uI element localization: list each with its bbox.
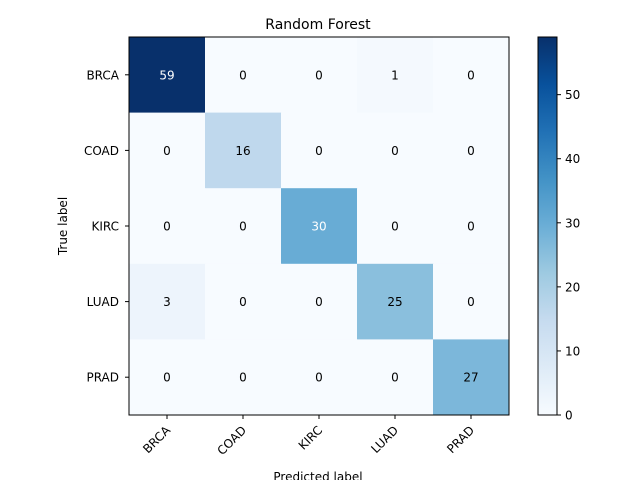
cell-value-label: 25 [387, 295, 402, 309]
heatmap-cell [357, 263, 434, 340]
heatmap-cell-labels: 59 0 0 1 00 16 0 0 00 0 30 0 03 0 0 25 00 0 0 0 27 [159, 68, 478, 384]
heatmap-cell [433, 188, 510, 265]
heatmap-cell [129, 263, 206, 340]
heatmap-cell [281, 37, 358, 114]
y-axis-ticks: BRCA COAD KIRC LUAD PRAD [84, 68, 129, 385]
cell-value-label: 0 [239, 295, 247, 309]
heatmap-cell [281, 112, 358, 189]
heatmap-cell [357, 112, 434, 189]
heatmap-cell [433, 37, 510, 114]
heatmap-cell [205, 188, 282, 265]
chart-title: Random Forest [265, 17, 371, 33]
cell-value-label: 30 [311, 220, 326, 234]
cell-value-label: 0 [391, 371, 399, 385]
y-tick-label: COAD [84, 144, 119, 158]
x-tick-label: PRAD [444, 423, 477, 456]
heatmap-cell [281, 339, 358, 416]
colorbar-tick-label: 20 [565, 280, 580, 294]
cell-value-label: 59 [159, 68, 174, 82]
cell-value-label: 0 [391, 144, 399, 158]
heatmap-cell [433, 263, 510, 340]
cell-value-label: 0 [239, 220, 247, 234]
y-tick-label: LUAD [87, 295, 119, 309]
cell-value-label: 3 [163, 295, 171, 309]
heatmap-cell [129, 339, 206, 416]
y-axis-label: True label [56, 197, 70, 256]
cell-value-label: 0 [315, 68, 323, 82]
heatmap-cell [281, 263, 358, 340]
colorbar-tick-label: 0 [565, 409, 573, 423]
y-tick-label: BRCA [86, 68, 119, 82]
heatmap-cell [205, 112, 282, 189]
cell-value-label: 27 [463, 371, 478, 385]
x-tick-label: LUAD [368, 423, 401, 456]
heatmap-cell [281, 188, 358, 265]
cell-value-label: 0 [239, 68, 247, 82]
x-tick-label: BRCA [140, 423, 173, 456]
heatmap-cell [129, 112, 206, 189]
cell-value-label: 1 [391, 68, 399, 82]
cell-value-label: 0 [315, 371, 323, 385]
x-axis-label: Predicted label [273, 470, 362, 480]
colorbar-tick-label: 40 [565, 152, 580, 166]
cell-value-label: 0 [163, 371, 171, 385]
cell-value-label: 0 [315, 144, 323, 158]
x-axis-ticks: BRCA COAD KIRC LUAD PRAD [140, 415, 477, 458]
heatmap-cell [433, 112, 510, 189]
colorbar-tick-label: 50 [565, 88, 580, 102]
heatmap-cell [357, 339, 434, 416]
x-tick-label: COAD [214, 423, 249, 458]
heatmap-cells [129, 37, 510, 416]
heatmap-cell [205, 37, 282, 114]
y-tick-label: KIRC [91, 220, 119, 234]
y-tick-label: PRAD [86, 371, 119, 385]
x-tick-label: KIRC [296, 423, 325, 452]
cell-value-label: 0 [163, 220, 171, 234]
heatmap-cell [129, 37, 206, 114]
cell-value-label: 0 [391, 220, 399, 234]
heatmap-cell [205, 339, 282, 416]
cell-value-label: 0 [467, 295, 475, 309]
cell-value-label: 0 [467, 220, 475, 234]
colorbar-ticks: 0 10 20 30 40 50 [557, 88, 580, 423]
cell-value-label: 0 [315, 295, 323, 309]
heatmap-cell [357, 188, 434, 265]
colorbar-tick-label: 30 [565, 216, 580, 230]
heatmap-cell [433, 339, 510, 416]
heatmap-cell [357, 37, 434, 114]
heatmap-cell [129, 188, 206, 265]
heatmap-cell [205, 263, 282, 340]
colorbar-tick-label: 10 [565, 344, 580, 358]
cell-value-label: 0 [239, 371, 247, 385]
cell-value-label: 0 [163, 144, 171, 158]
cell-value-label: 0 [467, 68, 475, 82]
colorbar [537, 36, 558, 416]
cell-value-label: 0 [467, 144, 475, 158]
cell-value-label: 16 [235, 144, 250, 158]
